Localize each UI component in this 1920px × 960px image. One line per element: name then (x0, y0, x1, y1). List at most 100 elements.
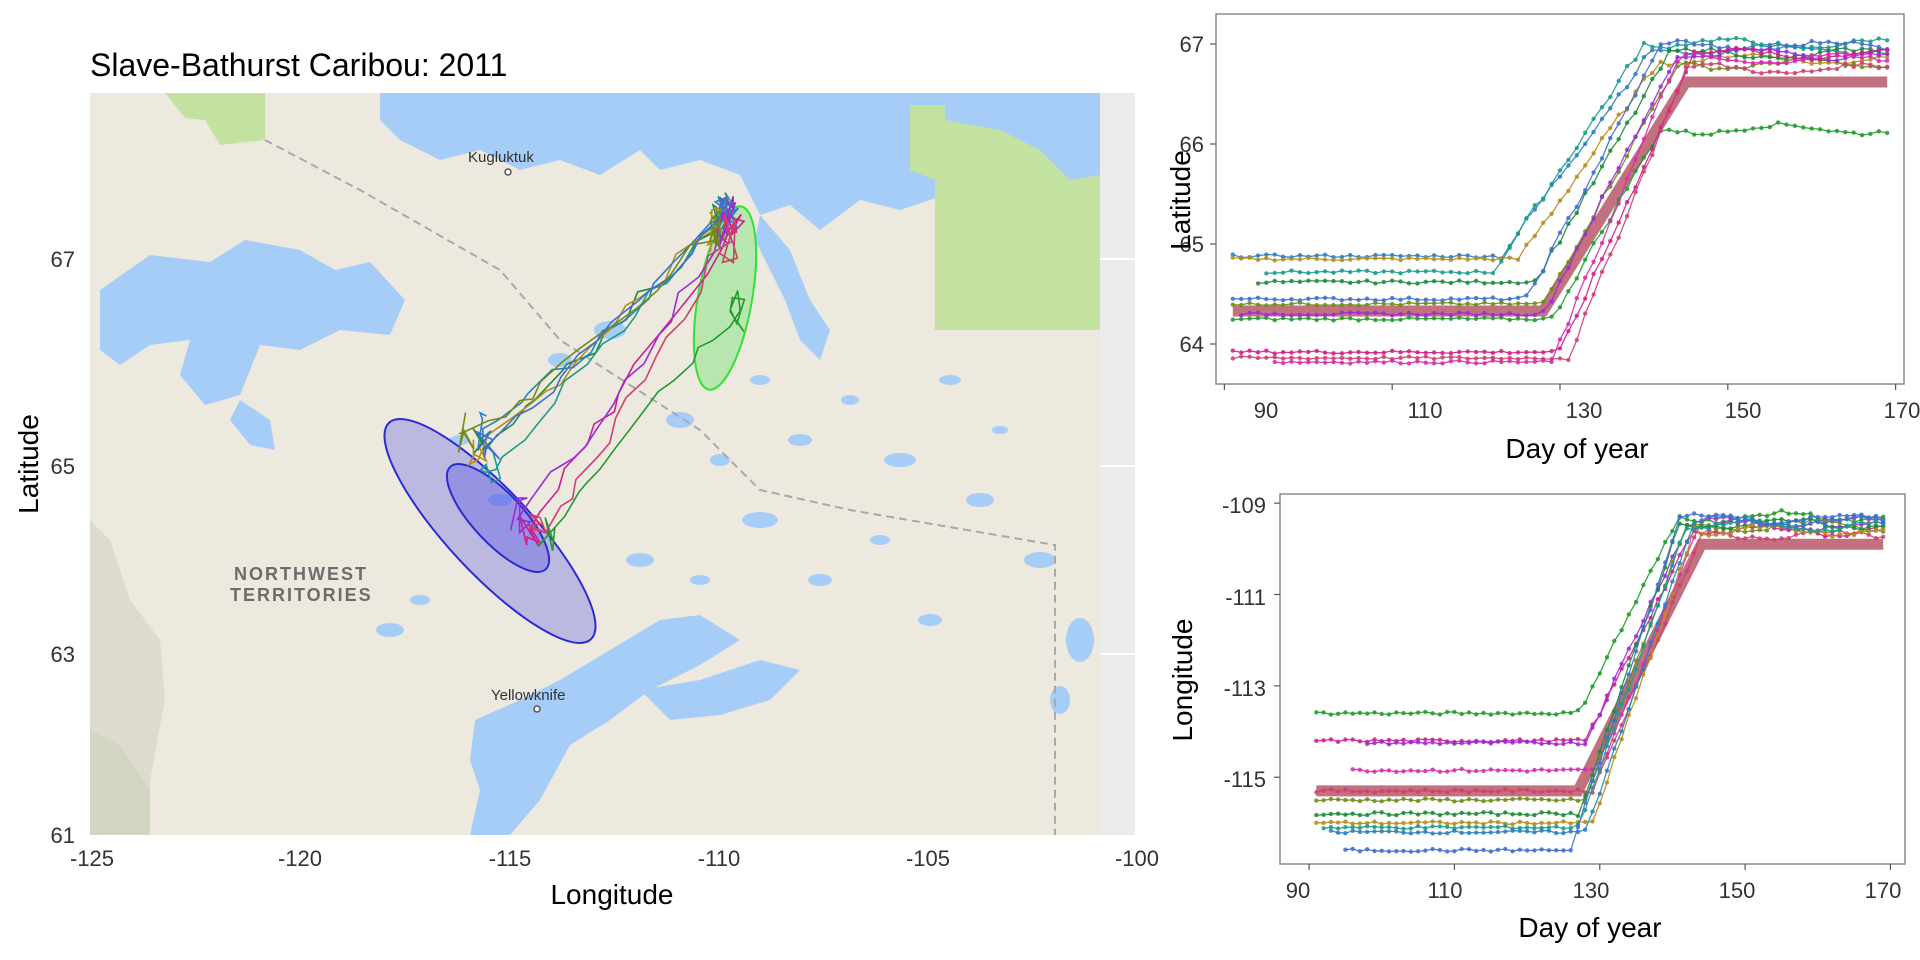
lat-point-10-17 (1415, 359, 1420, 364)
lat-point-1-25 (1440, 256, 1445, 261)
lon-point-10-69 (1844, 513, 1850, 519)
lon-point-2-25 (1546, 740, 1552, 746)
lat-point-6-44 (1599, 229, 1605, 235)
lon-point-0-66 (1793, 511, 1799, 516)
lat-point-6-60 (1734, 128, 1739, 133)
lat-ytick-67: 67 (1180, 32, 1204, 57)
lon-point-4-50 (1677, 583, 1682, 588)
lon-point-8-54 (1713, 521, 1719, 526)
lat-point-10-11 (1364, 360, 1370, 365)
lon-point-10-3 (1365, 847, 1370, 852)
lon-point-10-2 (1357, 849, 1363, 854)
lat-point-10-37 (1583, 275, 1588, 280)
lat-point-3-44 (1624, 120, 1630, 125)
lon-point-1-43 (1626, 655, 1632, 661)
lon-point-7-75 (1859, 529, 1864, 534)
lat-point-6-66 (1784, 122, 1789, 127)
lon-point-4-30 (1532, 789, 1537, 795)
lat-point-7-7 (1297, 312, 1303, 318)
lon-point-9-30 (1546, 828, 1552, 833)
lat-point-10-63 (1801, 57, 1806, 62)
lat-point-6-39 (1557, 305, 1563, 310)
lon-point-6-63 (1772, 517, 1777, 522)
lat-point-9-49 (1641, 169, 1647, 174)
lat-point-4-53 (1675, 38, 1680, 43)
latitude-plot-content (1210, 35, 1897, 390)
lat-point-8-18 (1381, 350, 1387, 355)
lat-point-0-19 (1390, 252, 1395, 258)
lon-point-9-10 (1401, 830, 1406, 835)
lon-point-0-11 (1394, 710, 1399, 715)
lat-point-6-27 (1457, 315, 1462, 320)
lon-point-1-6 (1357, 739, 1363, 744)
lat-point-9-78 (1885, 65, 1890, 70)
lon-point-5-4 (1343, 797, 1348, 803)
lon-point-4-61 (1757, 536, 1762, 541)
territory-label-line2: TERRITORIES (230, 585, 373, 605)
lon-point-9-6 (1372, 829, 1377, 834)
lat-point-2-13 (1373, 270, 1378, 276)
lat-point-4-70 (1817, 41, 1823, 46)
lat-point-1-3 (1255, 257, 1261, 263)
lat-point-7-38 (1557, 278, 1563, 284)
lat-point-2-28 (1499, 259, 1504, 264)
lon-point-4-17 (1437, 789, 1443, 794)
lon-point-4-40 (1604, 755, 1610, 760)
lon-point-7-56 (1721, 530, 1726, 535)
lat-point-8-78 (1885, 47, 1890, 52)
lat-point-4-66 (1784, 43, 1789, 48)
map-great-slave-lake (470, 615, 740, 835)
lon-point-10-72 (1866, 515, 1871, 520)
lon-point-0-63 (1772, 511, 1777, 516)
lon-point-6-4 (1343, 812, 1348, 817)
lat-point-2-18 (1415, 269, 1420, 274)
lat-point-1-8 (1297, 257, 1303, 262)
lat-point-2-4 (1297, 270, 1303, 275)
lat-point-9-75 (1859, 61, 1865, 66)
lat-point-4-1 (1239, 296, 1244, 302)
lat-point-6-17 (1373, 317, 1378, 323)
lon-point-10-9 (1408, 849, 1414, 854)
lat-point-9-54 (1683, 65, 1689, 70)
lat-point-4-51 (1658, 42, 1663, 47)
lon-point-4-58 (1735, 536, 1741, 541)
lat-point-10-0 (1272, 359, 1277, 365)
lat-point-6-5 (1272, 318, 1277, 323)
lon-point-7-5 (1350, 821, 1355, 826)
lat-point-4-74 (1851, 39, 1856, 44)
lat-point-7-46 (1624, 147, 1630, 152)
lon-point-3-37 (1619, 712, 1624, 717)
lon-point-5-19 (1452, 799, 1457, 804)
lon-point-8-16 (1437, 824, 1443, 829)
lon-point-4-2 (1328, 787, 1334, 792)
lat-point-7-45 (1616, 165, 1621, 171)
lat-point-9-42 (1583, 311, 1588, 316)
lon-point-0-21 (1466, 710, 1472, 715)
lon-point-0-42 (1619, 628, 1624, 633)
lat-point-2-22 (1448, 269, 1454, 275)
lon-point-0-51 (1684, 517, 1690, 522)
lon-point-4-34 (1561, 789, 1566, 794)
lat-point-2-57 (1742, 37, 1747, 42)
lat-point-6-58 (1717, 128, 1722, 133)
lon-point-6-10 (1386, 812, 1392, 817)
lon-point-8-13 (1415, 824, 1421, 829)
lon-point-8-0 (1321, 826, 1326, 831)
lat-point-1-21 (1406, 255, 1412, 261)
lon-xtick-110: 110 (1427, 878, 1462, 903)
lat-point-10-70 (1859, 55, 1865, 60)
lat-point-9-72 (1834, 66, 1840, 72)
lon-point-2-29 (1575, 742, 1581, 747)
lon-point-7-41 (1612, 755, 1617, 760)
lon-point-10-30 (1561, 848, 1566, 853)
lat-point-1-31 (1490, 258, 1496, 263)
map-great-bear-lake (100, 240, 405, 405)
lon-point-8-71 (1837, 527, 1842, 532)
lat-point-3-69 (1834, 46, 1840, 52)
lat-point-4-52 (1666, 41, 1672, 46)
lon-point-4-31 (1539, 789, 1544, 794)
lat-point-3-70 (1843, 45, 1848, 51)
lat-point-5-32 (1499, 300, 1504, 305)
lon-point-9-45 (1655, 621, 1661, 626)
lat-point-9-65 (1775, 69, 1781, 75)
